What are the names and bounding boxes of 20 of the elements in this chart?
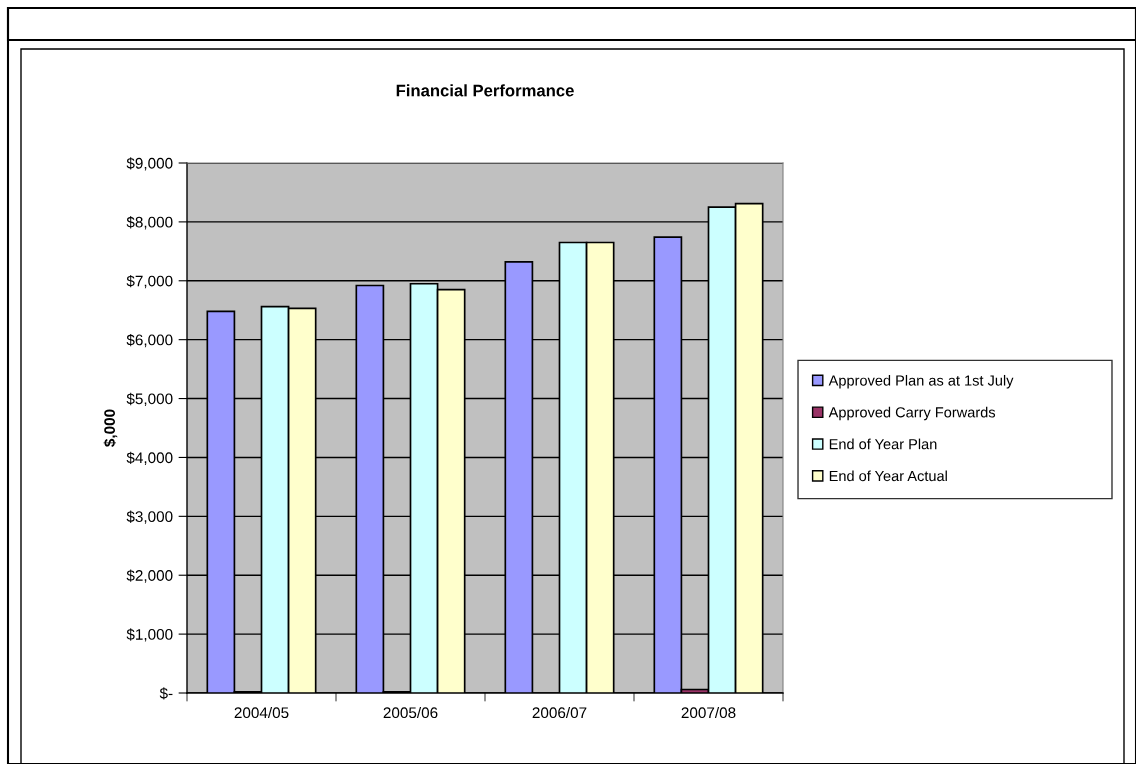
legend-label: Approved Carry Forwards bbox=[828, 406, 996, 421]
y-tick-label: $5,000 bbox=[126, 392, 173, 407]
y-tick-label: $6,000 bbox=[126, 333, 173, 348]
legend-label: Approved Plan as at 1st July bbox=[828, 374, 1014, 389]
chart-title: Financial Performance bbox=[396, 84, 574, 97]
y-tick-label: $- bbox=[159, 687, 173, 700]
x-tick-label: 2007/08 bbox=[681, 706, 736, 719]
x-tick-label: 2005/06 bbox=[383, 706, 438, 719]
legend-label: End of Year Plan bbox=[829, 438, 937, 450]
legend-label: End of Year Actual bbox=[829, 470, 947, 482]
y-axis-title: $,000 bbox=[103, 409, 118, 447]
x-tick-label: 2006/07 bbox=[532, 706, 587, 719]
x-tick-label: 2004/05 bbox=[234, 706, 289, 719]
y-tick-label: $4,000 bbox=[126, 451, 173, 465]
y-tick-label: $3,000 bbox=[126, 510, 173, 524]
y-tick-label: $8,000 bbox=[126, 216, 173, 230]
y-tick-label: $9,000 bbox=[126, 157, 173, 171]
y-tick-label: $2,000 bbox=[126, 569, 173, 583]
y-tick-label: $1,000 bbox=[126, 628, 173, 642]
y-tick-label: $7,000 bbox=[126, 275, 173, 289]
